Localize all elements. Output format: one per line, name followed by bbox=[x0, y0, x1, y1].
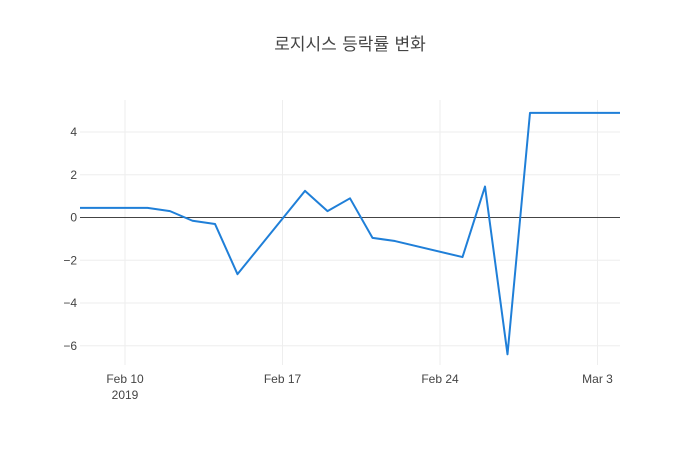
x-tick-label: Feb 10 bbox=[106, 372, 144, 386]
y-tick-label: −6 bbox=[63, 339, 77, 353]
x-tick-sublabel: 2019 bbox=[112, 388, 139, 402]
x-tick-label: Mar 3 bbox=[582, 372, 613, 386]
grid bbox=[80, 100, 620, 365]
x-tick-label: Feb 24 bbox=[421, 372, 459, 386]
y-tick-label: −2 bbox=[63, 253, 77, 267]
chart-title: 로지시스 등락률 변화 bbox=[274, 35, 426, 55]
axes: 4 2 0 −2 −4 −6 Feb 10 2019 Feb 17 Feb 24 Mar 3 bbox=[63, 125, 620, 402]
x-tick-label: Feb 17 bbox=[264, 372, 302, 386]
y-tick-label: 0 bbox=[70, 211, 77, 225]
y-tick-label: −4 bbox=[63, 296, 77, 310]
y-tick-label: 2 bbox=[70, 168, 77, 182]
y-tick-label: 4 bbox=[70, 125, 77, 139]
series-layer bbox=[80, 111, 620, 356]
series-line bbox=[80, 111, 620, 356]
